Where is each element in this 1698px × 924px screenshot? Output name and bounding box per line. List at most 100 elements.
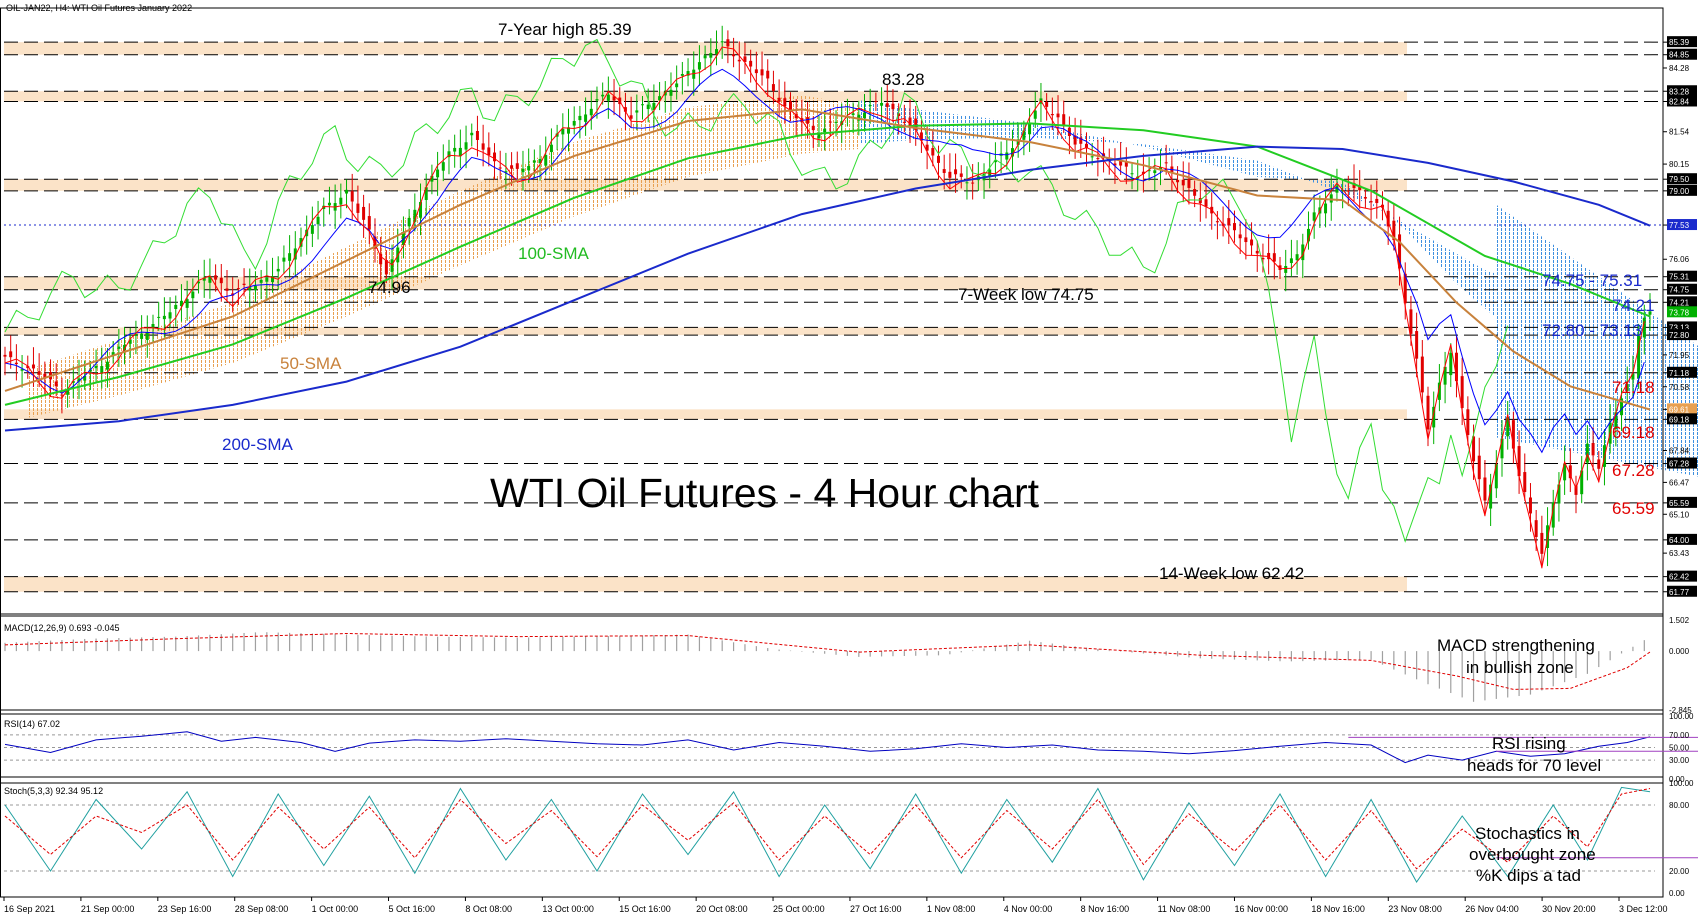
ytick-label-10: 76.06 [1669,255,1690,264]
macd-title: MACD(12,26,9) 0.693 -0.045 [4,623,120,633]
xtick-label-16: 16 Nov 00:00 [1234,904,1288,914]
xtick-label-17: 18 Nov 16:00 [1311,904,1365,914]
candle [556,125,559,150]
xtick-label-15: 11 Nov 08:00 [1158,904,1211,914]
sma-line-0 [5,123,1650,405]
candle [1358,170,1361,209]
ytick-label-2: 84.28 [1669,64,1690,73]
level-label-s3: 67.28 [1612,461,1655,481]
xtick-label-8: 15 Oct 16:00 [619,904,671,914]
candle [21,355,24,388]
candle [1068,116,1071,154]
ytick-label-26: 64.00 [1669,536,1690,545]
candle [584,97,587,135]
candle [561,113,564,149]
ytick-label-11: 75.31 [1669,273,1690,282]
candle [578,106,581,138]
ytick-label-20: 69.18 [1669,415,1690,424]
xtick-label-19: 26 Nov 04:00 [1465,904,1519,914]
candle [1483,460,1486,516]
candle [1313,194,1316,238]
candle [1478,438,1481,492]
ytick-label-24: 65.59 [1669,499,1690,508]
candle [1569,448,1572,492]
candle [965,166,968,199]
ytick-label-5: 81.54 [1669,128,1690,137]
candle [311,207,314,247]
cloud-projected [1496,205,1698,480]
candle [1250,222,1253,255]
annotation-low-14w: 14-Week low 62.42 [1159,564,1304,584]
annotation-sma100: 100-SMA [518,244,589,264]
stoch-title: Stoch(5,3,3) 92.34 95.12 [4,786,103,796]
candle [208,259,211,299]
candle [755,52,758,91]
candle [1580,456,1583,503]
candle [362,195,365,238]
last-price-label: 73.78 [1669,308,1690,317]
xtick-label-14: 8 Nov 16:00 [1081,904,1130,914]
candle [1455,336,1458,397]
candle [1187,162,1190,204]
candle [442,144,445,181]
macd-panel-frame [1,614,1664,714]
annotation-sma200: 200-SMA [222,435,293,455]
candle [573,106,576,134]
macd-ytick-0: 1.502 [1669,616,1690,625]
annotation-8328: 83.28 [882,70,925,90]
ytick-label-28: 62.42 [1669,573,1690,582]
ytick-label-1: 84.85 [1669,51,1690,60]
ytick-label-25: 65.10 [1669,510,1690,519]
level-label-r2: 74.21 [1612,296,1655,316]
candle [459,130,462,169]
stoch-ytick-0: 100.00 [1669,779,1694,788]
candle [1096,140,1099,177]
xtick-label-11: 27 Oct 16:00 [850,904,902,914]
stoch-panel-frame [1,777,1664,897]
annotation-sma50: 50-SMA [280,354,341,374]
candle [669,72,672,111]
level-label-s4: 65.59 [1612,499,1655,519]
level-label-s2: 69.18 [1612,423,1655,443]
ytick-label-3: 83.28 [1669,87,1690,96]
ytick-label-27: 63.43 [1669,549,1690,558]
rsi-ytick-2: 50.00 [1669,744,1690,753]
ytick-label-19: 69.61 [1669,405,1690,414]
ytick-label-6: 80.15 [1669,160,1690,169]
stoch-note-2: overbought zone [1469,845,1596,865]
candle [487,132,490,166]
candle [1222,206,1225,236]
candle [1421,340,1424,403]
xtick-label-20: 30 Nov 20:00 [1542,904,1596,914]
candle [1273,237,1276,279]
cloud-bullish [28,95,859,418]
candle [4,347,7,376]
ytick-label-17: 71.18 [1669,369,1690,378]
candle [15,344,18,380]
annotation-low-7w: 7-Week low 74.75 [958,285,1094,305]
rsi-note-1: RSI rising [1492,734,1566,754]
ytick-label-18: 70.58 [1669,383,1690,392]
candle [1125,147,1128,184]
candle [1074,118,1077,159]
price-axis: 85.3984.8584.2883.2882.8481.5480.1579.50… [1663,36,1697,597]
xtick-label-10: 25 Oct 00:00 [773,904,825,914]
ytick-label-22: 67.28 [1669,460,1690,469]
annotation-high-7y: 7-Year high 85.39 [498,20,632,40]
candle [1495,450,1498,498]
annotation-7496: 74.96 [368,278,411,298]
candle [1575,476,1578,513]
ytick-label-0: 85.39 [1669,38,1690,47]
zone-2 [4,179,1407,191]
stoch-note-1: Stochastics in [1475,824,1580,844]
candle [1290,240,1293,277]
ytick-label-12: 74.75 [1669,286,1690,295]
ytick-label-15: 72.80 [1669,331,1690,340]
candle [1028,108,1031,152]
candle [687,58,690,86]
stoch-k-line [5,787,1650,882]
ytick-label-21: 67.84 [1669,447,1690,456]
